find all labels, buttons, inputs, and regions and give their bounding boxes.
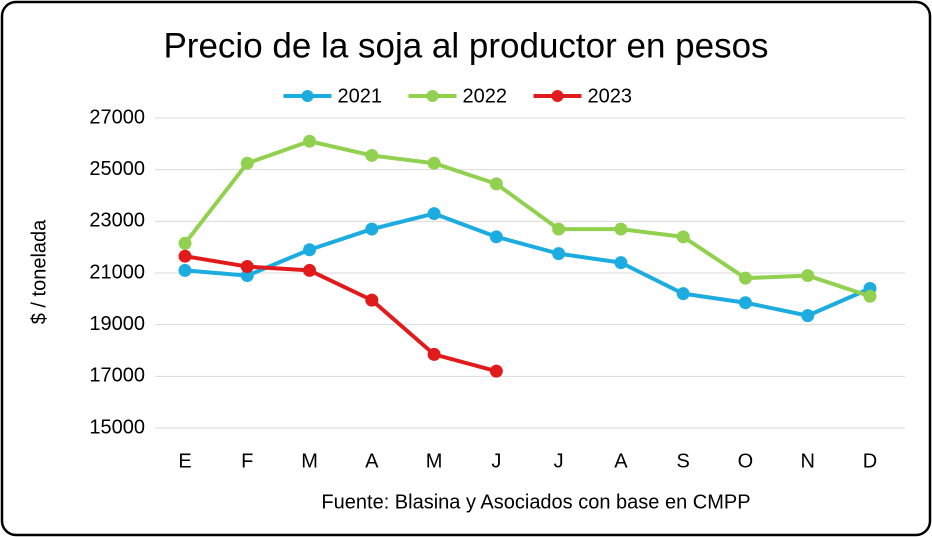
y-tick-label: 17000	[89, 365, 145, 387]
data-point	[489, 364, 503, 378]
data-point	[240, 260, 254, 274]
chart-title: Precio de la soja al productor en pesos	[163, 26, 768, 65]
data-point	[303, 134, 317, 148]
data-point	[303, 243, 317, 257]
data-point	[365, 148, 379, 162]
data-point	[676, 230, 690, 244]
x-tick-label: J	[491, 450, 501, 472]
y-tick-label: 15000	[89, 416, 145, 438]
data-point	[614, 222, 628, 236]
data-point	[489, 177, 503, 191]
series-line	[183, 139, 871, 299]
x-tick-label: A	[614, 450, 628, 472]
x-tick-label: J	[554, 450, 564, 472]
y-tick-label: 19000	[89, 313, 145, 335]
data-point	[614, 256, 628, 270]
x-tick-label: F	[241, 450, 253, 472]
series-line	[184, 211, 871, 318]
legend-label: 2021	[338, 85, 383, 107]
x-tick-label: E	[178, 450, 191, 472]
y-tick-label: 27000	[89, 106, 145, 128]
x-tick-label: A	[365, 450, 379, 472]
data-point	[178, 249, 192, 263]
data-point	[427, 156, 441, 170]
data-point	[489, 230, 503, 244]
data-point	[738, 296, 752, 310]
data-point	[427, 347, 441, 361]
x-tick-label: N	[801, 450, 815, 472]
legend-marker	[551, 90, 564, 102]
data-point	[552, 247, 566, 261]
y-axis-label: $ / tonelada	[28, 219, 50, 324]
y-tick-label: 21000	[89, 261, 145, 283]
y-tick-label: 25000	[89, 158, 145, 180]
data-point	[240, 269, 254, 283]
series-line	[184, 254, 497, 374]
x-tick-label: M	[426, 450, 443, 472]
data-point	[801, 309, 815, 323]
data-point	[552, 222, 566, 236]
data-point	[303, 263, 317, 277]
legend-label: 2023	[588, 85, 633, 107]
data-point	[801, 269, 815, 283]
legend-marker	[301, 90, 314, 102]
data-point	[427, 207, 441, 221]
data-point	[738, 271, 752, 285]
data-point	[365, 222, 379, 236]
data-point	[863, 289, 877, 303]
legend-marker	[426, 90, 439, 102]
data-point	[178, 263, 192, 277]
x-tick-label: O	[738, 450, 754, 472]
source-note: Fuente: Blasina y Asociados con base en …	[321, 491, 750, 513]
data-point	[676, 287, 690, 301]
y-tick-label: 23000	[89, 210, 145, 232]
x-tick-label: D	[863, 450, 877, 472]
legend-label: 2022	[463, 85, 508, 107]
data-point	[365, 293, 379, 307]
data-point	[240, 156, 254, 170]
x-tick-label: S	[677, 450, 690, 472]
x-tick-label: M	[301, 450, 318, 472]
data-point	[178, 236, 192, 250]
